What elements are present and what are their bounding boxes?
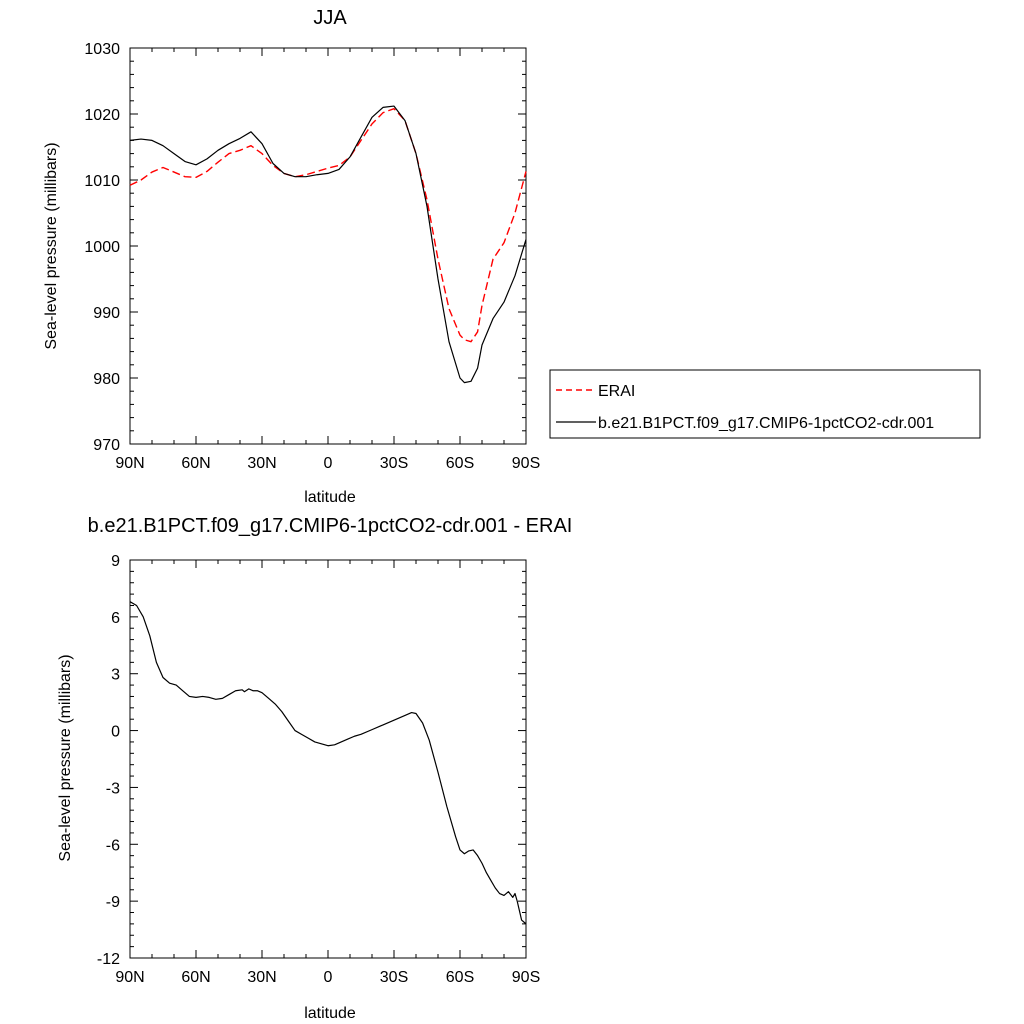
top-chart-ticks: 90N 60N 30N 0 30S 60S 90S 970 980 990 1000 1010 1020…: [84, 41, 540, 472]
bottom-chart-plot-frame: [129, 559, 527, 959]
x-tick-label: 30S: [380, 969, 408, 986]
x-tick-label: 90S: [512, 969, 540, 986]
y-tick-label: 980: [93, 371, 120, 388]
y-tick-label: -12: [97, 951, 120, 968]
top-chart-ylabel: Sea-level pressure (millibars): [43, 142, 60, 349]
y-tick-label: 990: [93, 305, 120, 322]
top-chart-plot-frame: [129, 47, 527, 445]
legend-label-erai: ERAI: [598, 383, 635, 400]
series-line-model: [129, 601, 527, 925]
y-tick-label: 6: [111, 610, 120, 627]
y-tick-label: 1030: [84, 41, 120, 58]
x-tick-label: 60S: [446, 455, 474, 472]
y-tick-label: -9: [106, 894, 120, 911]
x-tick-label: 0: [324, 969, 333, 986]
y-tick-label: 9: [111, 553, 120, 570]
x-tick-label: 60S: [446, 969, 474, 986]
y-tick-label: 1020: [84, 107, 120, 124]
bottom-chart-plot-group: 90N 60N 30N 0 30S 60S 90S -12 -9 -6 -3 0 3 6 9: [97, 553, 540, 986]
bottom-chart-title: b.e21.B1PCT.f09_g17.CMIP6-1pctCO2-cdr.00…: [88, 515, 573, 537]
bottom-chart: b.e21.B1PCT.f09_g17.CMIP6-1pctCO2-cdr.00…: [57, 515, 572, 1022]
y-tick-label: -6: [106, 837, 120, 854]
x-tick-label: 30N: [247, 969, 276, 986]
bottom-chart-ylabel: Sea-level pressure (millibars): [57, 654, 74, 861]
y-tick-label: 1010: [84, 173, 120, 190]
y-tick-label: 0: [111, 724, 120, 741]
legend-label-model: b.e21.B1PCT.f09_g17.CMIP6-1pctCO2-cdr.00…: [598, 415, 934, 432]
bottom-chart-ticks: 90N 60N 30N 0 30S 60S 90S -12 -9 -6 -3 0 3 6 9: [97, 553, 540, 986]
series-line-model: [129, 105, 527, 384]
x-tick-label: 30N: [247, 455, 276, 472]
top-chart-title: JJA: [313, 7, 347, 29]
x-tick-label: 0: [324, 455, 333, 472]
x-tick-label: 90N: [115, 455, 144, 472]
top-chart-plot-group: 90N 60N 30N 0 30S 60S 90S 970 980 990 1000 1010 1020…: [84, 41, 540, 472]
top-chart-xlabel: latitude: [304, 489, 356, 506]
x-tick-label: 90S: [512, 455, 540, 472]
top-chart-series: [129, 105, 527, 384]
series-line-erai: [129, 108, 527, 343]
y-tick-label: 970: [93, 437, 120, 454]
bottom-chart-xlabel: latitude: [304, 1005, 356, 1022]
top-chart: JJA 90N 60N 30N 0 30S 60S 90S 970 980 990 1000 1010…: [43, 7, 981, 506]
legend-box: [549, 369, 981, 439]
y-tick-label: -3: [106, 780, 120, 797]
y-tick-label: 1000: [84, 239, 120, 256]
bottom-chart-series: [129, 601, 527, 925]
x-tick-label: 60N: [181, 455, 210, 472]
x-tick-label: 60N: [181, 969, 210, 986]
x-tick-label: 30S: [380, 455, 408, 472]
x-tick-label: 90N: [115, 969, 144, 986]
y-tick-label: 3: [111, 667, 120, 684]
top-chart-legend: ERAI b.e21.B1PCT.f09_g17.CMIP6-1pctCO2-c…: [549, 369, 981, 439]
